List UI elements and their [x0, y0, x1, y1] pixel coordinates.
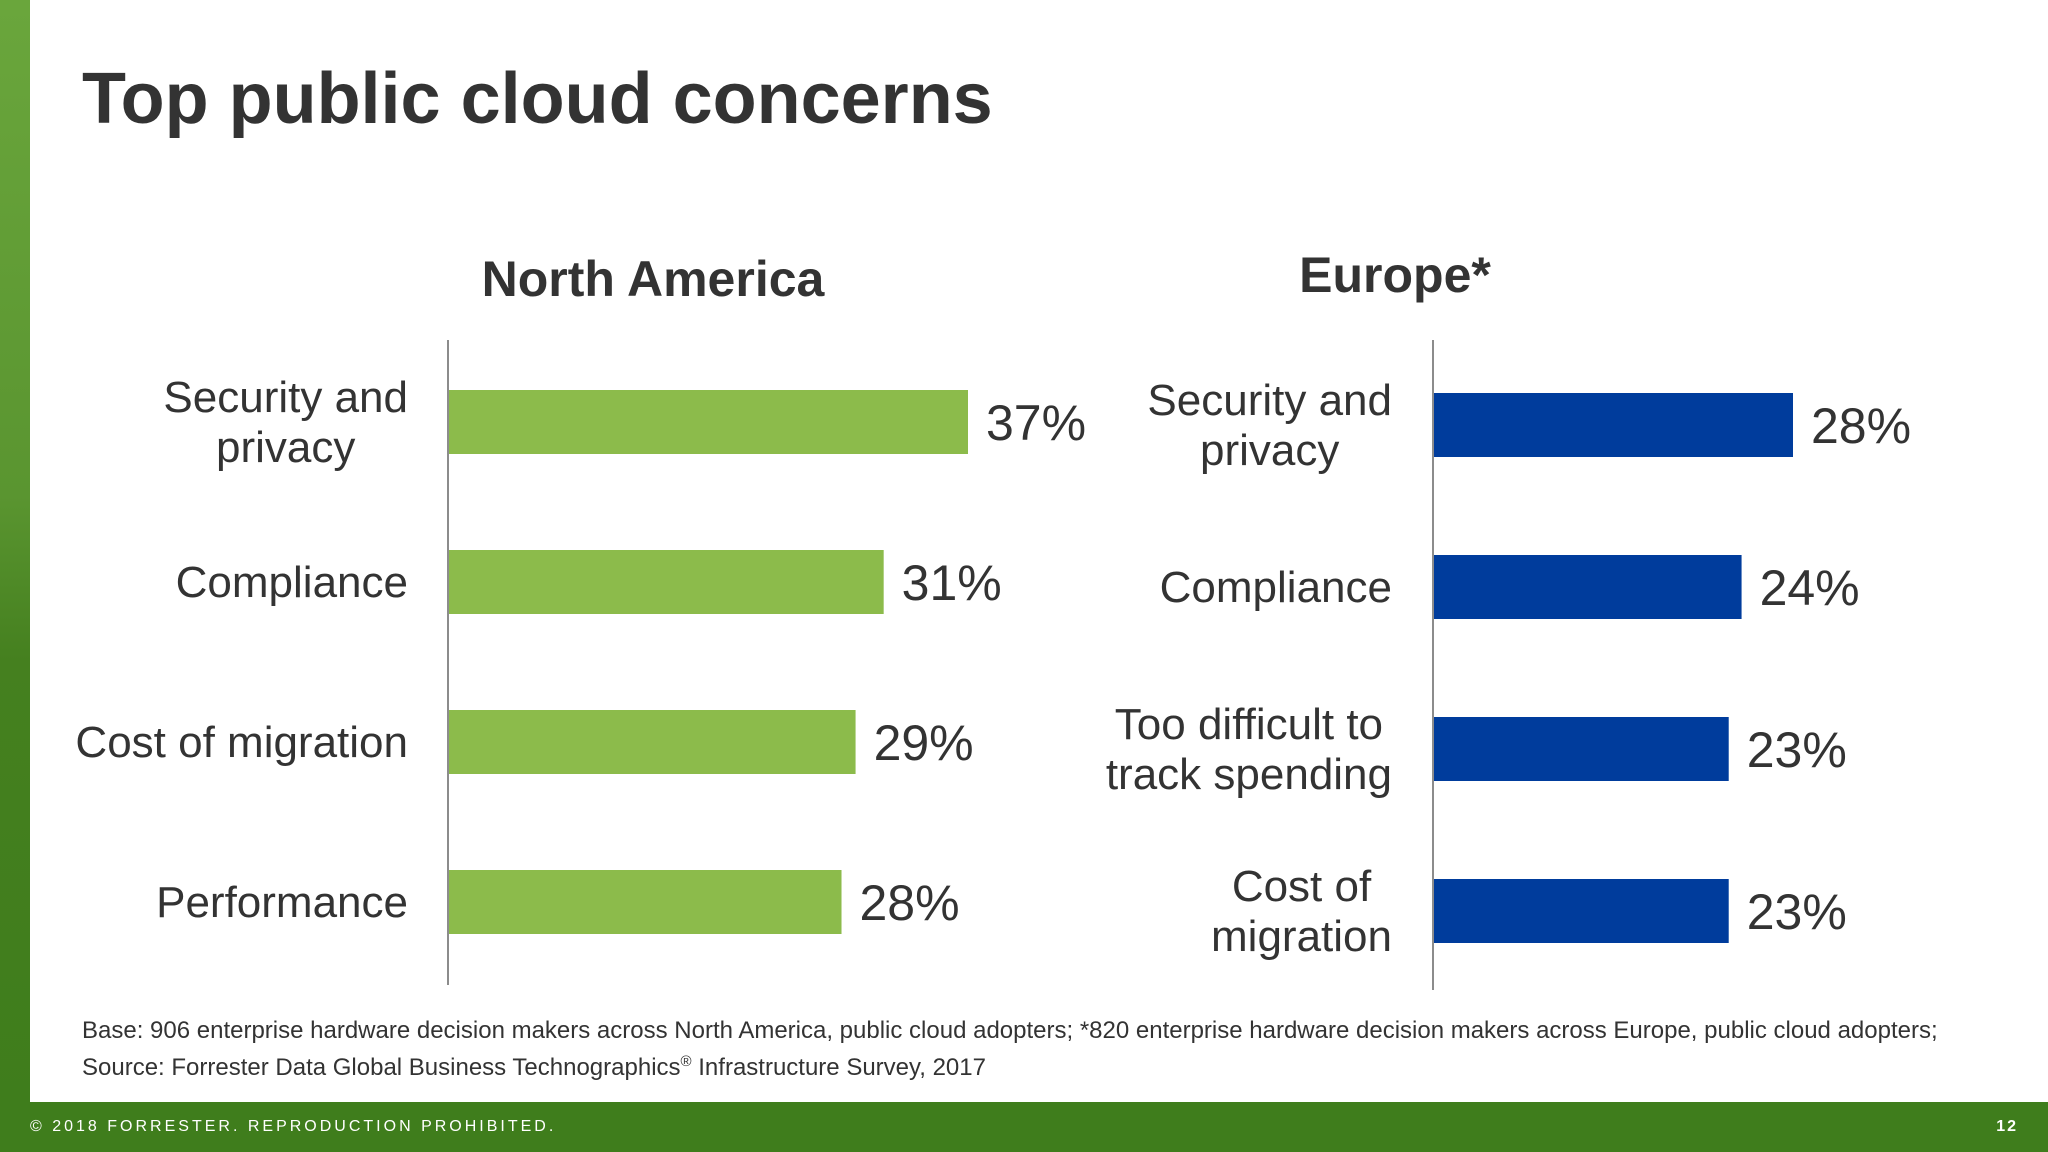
value-label-europe-2: 23% — [1747, 722, 1847, 778]
chart-north-america: 37% Security and privacy 31% Compliance 29% Co… — [75, 340, 1086, 985]
chart-title-europe: Europe* — [1299, 247, 1491, 303]
bar-charts: 37% Security and privacy 31% Compliance 29% Co… — [75, 340, 1911, 990]
category-label-north-america-3: Performance — [156, 878, 408, 927]
value-label-north-america-1: 31% — [902, 555, 1002, 611]
registered-mark: ® — [680, 1053, 692, 1070]
category-label-europe-3: Cost of migration — [1211, 862, 1392, 961]
bar-europe-0 — [1433, 393, 1793, 457]
chart-europe: 28% Security and privacy 24% Compliance 23% To… — [1106, 340, 1911, 990]
value-label-north-america-3: 28% — [860, 875, 960, 931]
footer-copyright: © 2018 FORRESTER. REPRODUCTION PROHIBITE… — [30, 1118, 557, 1135]
page-number: 12 — [1996, 1118, 2018, 1135]
left-accent-band — [0, 0, 30, 1102]
bar-north-america-3 — [448, 870, 842, 934]
page-title: Top public cloud concerns — [82, 59, 993, 139]
category-label-north-america-0: Security and privacy — [163, 373, 408, 472]
category-label-europe-0: Security and privacy — [1147, 376, 1392, 475]
category-label-europe-1: Compliance — [1160, 563, 1392, 612]
value-label-europe-1: 24% — [1760, 560, 1860, 616]
bar-europe-1 — [1433, 555, 1742, 619]
bar-north-america-0 — [448, 390, 968, 454]
value-label-europe-3: 23% — [1747, 884, 1847, 940]
value-label-north-america-2: 29% — [874, 715, 974, 771]
bar-north-america-1 — [448, 550, 884, 614]
bar-europe-3 — [1433, 879, 1729, 943]
footnote: Base: 906 enterprise hardware decision m… — [82, 1015, 1982, 1083]
value-label-europe-0: 28% — [1811, 398, 1911, 454]
footer-bar: © 2018 FORRESTER. REPRODUCTION PROHIBITE… — [0, 1102, 2048, 1152]
category-label-europe-2: Too difficult to track spending — [1106, 700, 1392, 799]
footnote-text-end: Infrastructure Survey, 2017 — [691, 1054, 986, 1081]
category-label-north-america-2: Cost of migration — [75, 718, 408, 767]
bar-europe-2 — [1433, 717, 1729, 781]
chart-title-north-america: North America — [481, 251, 825, 307]
footnote-text: Base: 906 enterprise hardware decision m… — [82, 1017, 1938, 1081]
value-label-north-america-0: 37% — [986, 395, 1086, 451]
bar-north-america-2 — [448, 710, 856, 774]
category-label-north-america-1: Compliance — [176, 558, 408, 607]
